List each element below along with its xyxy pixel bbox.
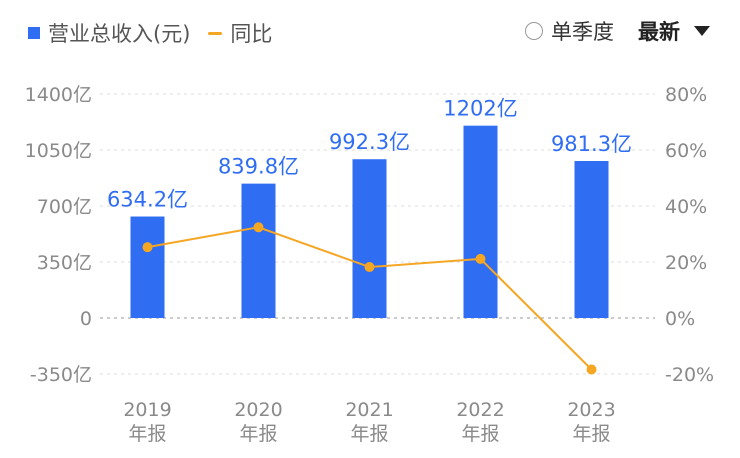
legend-item-yoy[interactable]: 同比 bbox=[208, 18, 272, 48]
bar-value-label: 1202亿 bbox=[443, 97, 517, 121]
caret-down-icon bbox=[694, 26, 710, 36]
period-dropdown-label: 最新 bbox=[638, 20, 680, 44]
y-left-tick-label: 1050亿 bbox=[25, 140, 92, 162]
yoy-point[interactable] bbox=[475, 253, 486, 264]
bar-swatch-icon bbox=[28, 27, 40, 39]
bar-value-label: 839.8亿 bbox=[218, 155, 299, 179]
yoy-point[interactable] bbox=[142, 242, 153, 253]
yoy-point[interactable] bbox=[586, 364, 597, 375]
legend-label-yoy: 同比 bbox=[230, 22, 273, 46]
x-tick-label: 2019 年报 bbox=[123, 399, 171, 445]
revenue-bar[interactable] bbox=[574, 160, 609, 318]
revenue-bar[interactable] bbox=[241, 183, 276, 318]
legend-label-revenue: 营业总收入(元) bbox=[48, 22, 191, 46]
y-left-tick-label: 700亿 bbox=[37, 196, 92, 218]
legend: 营业总收入(元) 同比 bbox=[28, 18, 272, 48]
x-tick-label: 2022 年报 bbox=[456, 399, 504, 445]
chart-controls: 单季度 最新 bbox=[525, 16, 710, 46]
x-tick-label: 2023 年报 bbox=[567, 399, 615, 445]
y-right-tick-label: 60% bbox=[665, 140, 707, 162]
y-left-tick-label: 350亿 bbox=[37, 252, 92, 274]
bar-value-label: 634.2亿 bbox=[107, 188, 188, 212]
period-dropdown[interactable]: 最新 bbox=[638, 16, 710, 46]
x-tick-label: 2020 年报 bbox=[234, 399, 282, 445]
y-left-tick-label: 0 bbox=[80, 308, 92, 330]
y-left-tick-label: 1400亿 bbox=[25, 84, 92, 106]
quarter-radio[interactable]: 单季度 bbox=[525, 16, 614, 46]
y-right-tick-label: 0% bbox=[665, 308, 695, 330]
quarter-radio-label: 单季度 bbox=[551, 20, 614, 44]
line-swatch-icon bbox=[208, 31, 223, 35]
chart-header: 营业总收入(元) 同比 单季度 最新 bbox=[0, 0, 740, 64]
y-right-tick-label: 40% bbox=[665, 196, 707, 218]
y-left-tick-label: -350亿 bbox=[30, 364, 92, 386]
y-right-tick-label: -20% bbox=[665, 364, 714, 386]
bar-value-label: 981.3亿 bbox=[551, 132, 632, 156]
revenue-bar[interactable] bbox=[352, 159, 387, 318]
revenue-bar[interactable] bbox=[463, 125, 498, 319]
y-right-tick-label: 80% bbox=[665, 84, 707, 106]
yoy-point[interactable] bbox=[253, 222, 264, 233]
radio-circle-icon bbox=[525, 22, 543, 40]
revenue-bar[interactable] bbox=[130, 216, 165, 318]
y-right-tick-label: 20% bbox=[665, 252, 707, 274]
bar-value-label: 992.3亿 bbox=[329, 130, 410, 154]
yoy-point[interactable] bbox=[364, 262, 375, 273]
legend-item-revenue[interactable]: 营业总收入(元) bbox=[28, 18, 190, 48]
x-tick-label: 2021 年报 bbox=[345, 399, 393, 445]
revenue-chart: -350亿 0 350亿 700亿 1050亿 1400亿 -20% 0% 20% 40% 60% 8… bbox=[25, 84, 714, 445]
